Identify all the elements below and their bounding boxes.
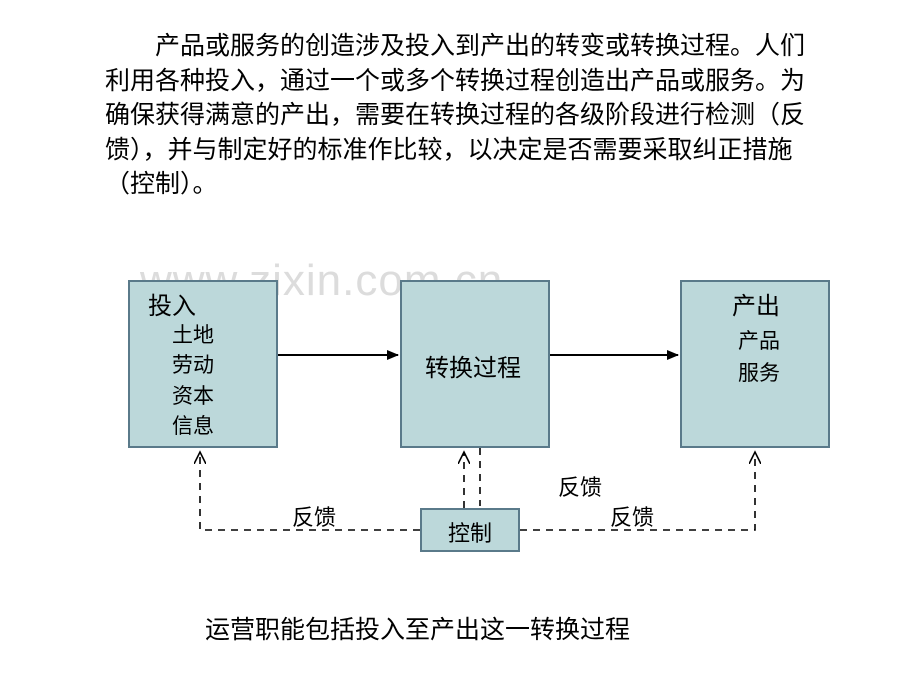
arrows-layer: [0, 0, 920, 690]
flowchart-diagram: 投入 土地 劳动 资本 信息 转换过程 产出 产品 服务 控制 反馈 反馈 反馈…: [0, 0, 920, 690]
diagram-caption: 运营职能包括投入至产出这一转换过程: [205, 610, 630, 646]
